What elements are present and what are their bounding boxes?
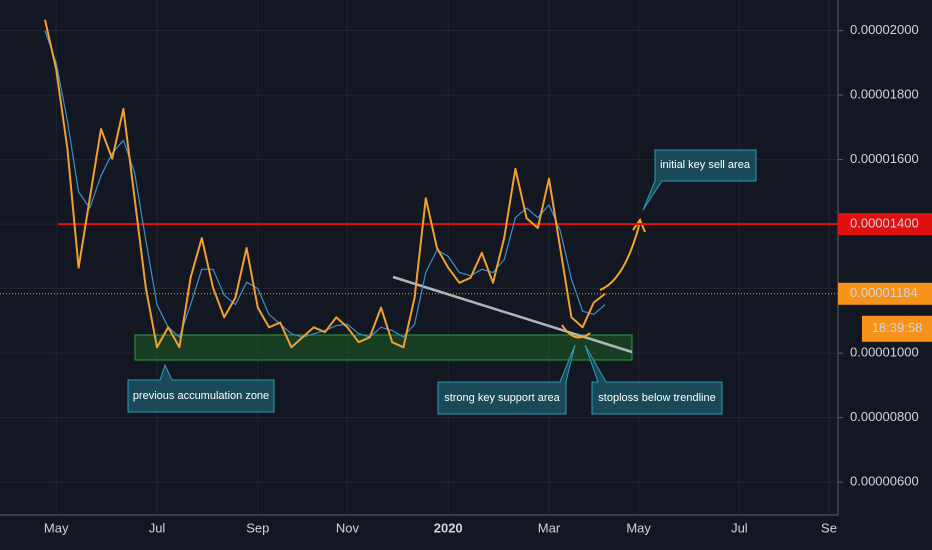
price-line (44, 19, 606, 349)
y-tick-label: 0.00001600 (850, 151, 919, 166)
y-tick-label: 0.00001000 (850, 345, 919, 360)
plot (0, 19, 838, 349)
price-label: 0.00001184 (850, 285, 918, 300)
accumulation-zone (134, 334, 633, 361)
callout: stoploss below trendline (584, 344, 723, 415)
price-label-box (838, 213, 932, 236)
x-tick-label: May (44, 520, 69, 535)
price-line (44, 30, 606, 338)
annotation: strong key support area (444, 392, 560, 404)
y-tick-label: 0.00001800 (850, 87, 919, 102)
price-label: 0.00001400 (850, 216, 919, 231)
y-tick-label: 0.00000600 (850, 474, 919, 489)
y-tick-label: 0.00002000 (850, 22, 919, 37)
callout: strong key support area (437, 344, 576, 415)
x-tick-label: May (626, 520, 651, 535)
x-tick-label: Jul (731, 520, 748, 535)
axes: 0.000006000.000008000.000010000.00001200… (44, 22, 932, 535)
annotation: stoploss below trendline (598, 392, 715, 404)
callout-box (127, 363, 275, 413)
annotation: initial key sell area (660, 159, 751, 171)
x-tick-label: Nov (336, 520, 360, 535)
trendline (392, 275, 633, 354)
price-axis-panel (838, 0, 932, 550)
callout: previous accumulation zone (127, 363, 275, 413)
callout: initial key sell area (642, 149, 757, 211)
callout-box (437, 344, 576, 415)
countdown-box (862, 315, 932, 342)
price-label-box (838, 282, 932, 305)
x-tick-label: Sep (246, 520, 269, 535)
countdown: 18:39:58 (872, 320, 923, 335)
callout-box (642, 149, 757, 211)
callout-box (584, 344, 723, 415)
annotation: previous accumulation zone (133, 390, 269, 402)
cup-curve (561, 324, 591, 339)
x-tick-label: Jul (149, 520, 166, 535)
x-tick-label: 2020 (434, 520, 463, 535)
y-tick-label: 0.00000800 (850, 409, 919, 424)
x-tick-label: Mar (538, 520, 561, 535)
projection-arrow (599, 221, 641, 291)
x-tick-label: Se (821, 520, 837, 535)
arrow-head (632, 217, 646, 233)
